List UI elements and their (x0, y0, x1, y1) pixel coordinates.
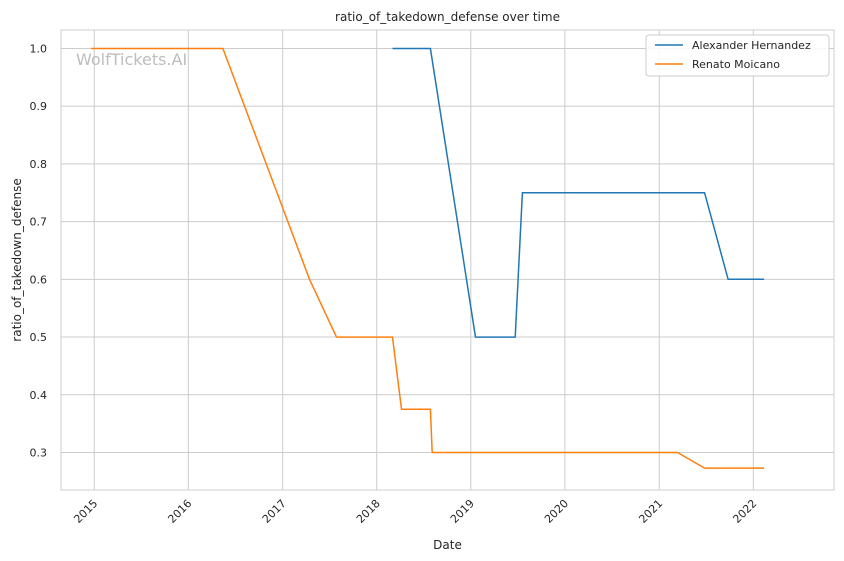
series-line-alexander-hernandez (392, 47, 765, 338)
legend-label-alexander-hernandez: Alexander Hernandez (692, 39, 811, 52)
y-tick-label: 1.0 (30, 42, 48, 55)
series-layer (91, 47, 765, 469)
legend-box (645, 34, 830, 77)
x-axis-title: Date (433, 538, 462, 552)
chart-title: ratio_of_takedown_defense over time (335, 10, 560, 24)
y-tick-label: 0.7 (30, 216, 48, 229)
plot-area-border (60, 29, 835, 491)
grid (61, 30, 834, 490)
y-tick-label: 0.3 (30, 446, 48, 459)
y-tick-label: 0.8 (30, 158, 48, 171)
legend-label-renato-moicano: Renato Moicano (692, 58, 780, 71)
legend: Alexander Hernandez Renato Moicano (645, 34, 830, 77)
watermark: WolfTickets.AI (76, 50, 187, 69)
series-line-renato-moicano (91, 47, 765, 469)
y-tick-label: 0.6 (30, 273, 48, 286)
y-tick-label: 0.4 (30, 389, 48, 402)
y-tick-label: 0.9 (30, 100, 48, 113)
y-axis-title: ratio_of_takedown_defense (10, 178, 24, 341)
y-tick-label: 0.5 (30, 331, 48, 344)
y-axis: 0.3 0.4 0.5 0.6 0.7 0.8 0.9 1.0 (30, 42, 48, 459)
